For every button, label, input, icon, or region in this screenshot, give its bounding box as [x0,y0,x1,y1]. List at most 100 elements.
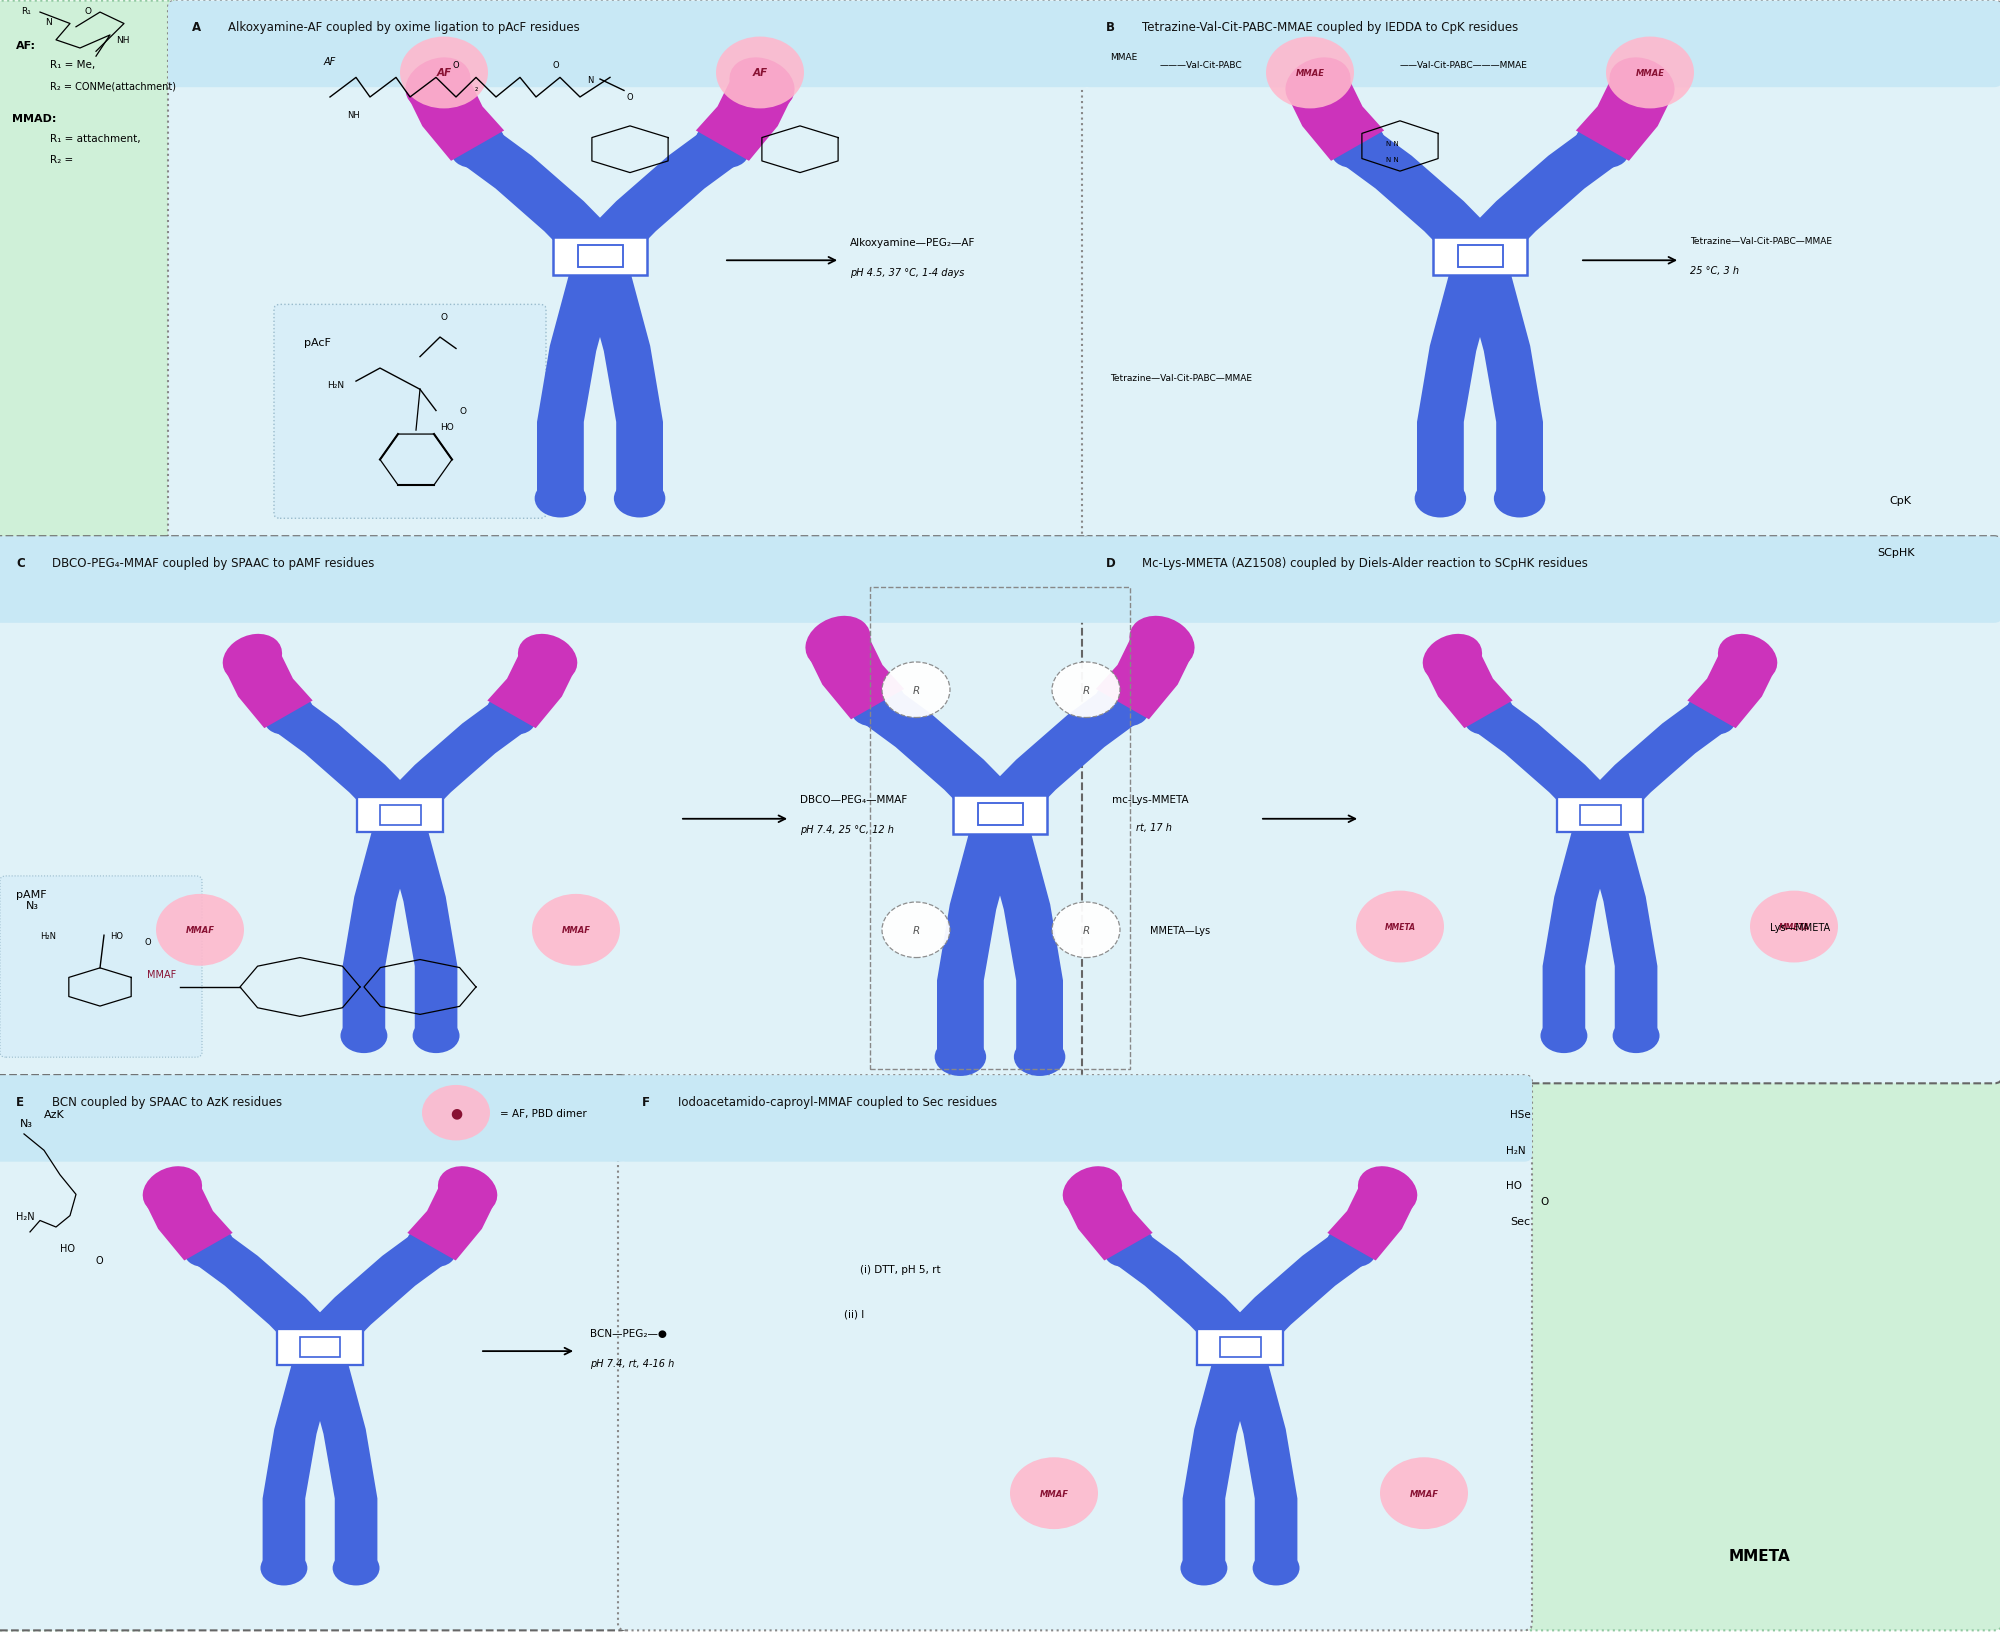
Text: HO: HO [440,423,454,432]
Text: DBCO—PEG₄—MMAF: DBCO—PEG₄—MMAF [800,795,908,805]
Ellipse shape [1540,1018,1588,1054]
Text: MMETA: MMETA [1778,922,1810,932]
Polygon shape [1576,78,1672,162]
Text: H₂N: H₂N [326,380,344,390]
Ellipse shape [1014,1038,1066,1077]
Polygon shape [300,1232,448,1358]
FancyBboxPatch shape [1082,537,2000,623]
Circle shape [422,1085,490,1141]
Text: H₂N: H₂N [1506,1146,1526,1155]
Text: = AF, PBD dimer: = AF, PBD dimer [500,1108,586,1118]
Text: pH 4.5, 37 °C, 1-4 days: pH 4.5, 37 °C, 1-4 days [850,268,964,277]
Text: MMAD:: MMAD: [12,114,56,124]
Text: SCpHK: SCpHK [1878,548,1914,558]
Ellipse shape [1686,695,1736,734]
Polygon shape [584,271,662,496]
Text: MMAE: MMAE [1636,69,1664,78]
Ellipse shape [980,796,1020,827]
Polygon shape [380,700,528,826]
Ellipse shape [1460,238,1500,269]
FancyBboxPatch shape [1558,798,1644,832]
Text: AF: AF [752,69,768,78]
FancyBboxPatch shape [1082,2,2000,88]
Text: E: E [16,1095,24,1108]
Text: pH 7.4, 25 °C, 12 h: pH 7.4, 25 °C, 12 h [800,824,894,834]
Text: MMETA: MMETA [1384,922,1416,932]
Ellipse shape [1582,798,1618,827]
Ellipse shape [222,635,282,682]
Ellipse shape [1062,1167,1122,1214]
Polygon shape [272,700,420,826]
Text: R: R [912,925,920,935]
Polygon shape [1226,1361,1298,1565]
Ellipse shape [1252,1550,1300,1586]
Text: Mc-Lys-MMETA (AZ1508) coupled by Diels-Alder reaction to SCpHK residues: Mc-Lys-MMETA (AZ1508) coupled by Diels-A… [1142,557,1588,570]
Text: HO: HO [60,1244,76,1253]
Text: Tetrazine—Val-Cit-PABC—MMAE: Tetrazine—Val-Cit-PABC—MMAE [1690,237,1832,246]
Text: AzK: AzK [44,1110,64,1120]
Ellipse shape [486,695,536,734]
Text: AF:: AF: [16,41,36,51]
Polygon shape [1586,829,1658,1033]
Ellipse shape [1464,695,1514,734]
Text: F: F [642,1095,650,1108]
Ellipse shape [302,1330,338,1359]
Text: HO: HO [110,932,124,940]
Polygon shape [408,1185,496,1262]
Text: R₂ =: R₂ = [50,155,74,165]
Polygon shape [144,1185,232,1262]
Text: C: C [16,557,24,570]
Polygon shape [1542,829,1614,1033]
Polygon shape [192,1232,340,1358]
Ellipse shape [1214,1353,1252,1377]
Polygon shape [1424,653,1512,730]
Text: O: O [1540,1196,1548,1206]
Ellipse shape [374,821,412,845]
FancyBboxPatch shape [1220,1337,1260,1358]
Polygon shape [1688,653,1776,730]
Ellipse shape [1222,1330,1258,1359]
Ellipse shape [1494,480,1546,519]
Polygon shape [984,829,1064,1054]
Polygon shape [1328,1185,1416,1262]
Ellipse shape [518,635,578,682]
Text: AF: AF [436,69,452,78]
FancyBboxPatch shape [1196,1330,1284,1364]
Text: BCN coupled by SPAAC to AzK residues: BCN coupled by SPAAC to AzK residues [52,1095,282,1108]
FancyBboxPatch shape [1522,1075,2000,1630]
Polygon shape [386,829,458,1033]
Polygon shape [224,653,312,730]
Ellipse shape [1718,635,1778,682]
Circle shape [156,894,244,966]
Text: rt, 17 h: rt, 17 h [1136,823,1172,832]
Polygon shape [1340,131,1502,268]
Text: 25 °C, 3 h: 25 °C, 3 h [1690,266,1740,276]
Ellipse shape [730,59,794,111]
Text: O: O [84,7,92,16]
Ellipse shape [696,124,750,168]
Ellipse shape [332,1550,380,1586]
Polygon shape [1182,1361,1254,1565]
Text: D: D [1106,557,1116,570]
Ellipse shape [406,1227,456,1266]
FancyBboxPatch shape [1580,805,1620,826]
Text: mc-Lys-MMETA: mc-Lys-MMETA [1112,795,1188,805]
Text: R₂ = CONMe(attachment): R₂ = CONMe(attachment) [50,82,176,91]
Ellipse shape [572,263,614,289]
Text: O: O [452,60,460,70]
Ellipse shape [1104,1227,1154,1266]
Circle shape [400,38,488,109]
Text: DBCO-PEG₄-MMAF coupled by SPAAC to pAMF residues: DBCO-PEG₄-MMAF coupled by SPAAC to pAMF … [52,557,374,570]
Text: Tetrazine—Val-Cit-PABC—MMAE: Tetrazine—Val-Cit-PABC—MMAE [1110,374,1252,384]
Text: O: O [626,93,634,103]
FancyBboxPatch shape [954,796,1048,834]
Text: MMAF: MMAF [1410,1488,1438,1498]
Polygon shape [1288,78,1384,162]
Polygon shape [696,78,792,162]
Ellipse shape [1460,238,1500,269]
Text: Alkoxyamine-AF coupled by oxime ligation to pAcF residues: Alkoxyamine-AF coupled by oxime ligation… [228,21,580,34]
Text: BCN—PEG₂—●: BCN—PEG₂—● [590,1328,666,1338]
FancyBboxPatch shape [978,805,1022,826]
Text: ₂: ₂ [474,83,478,93]
Text: NH: NH [348,111,360,121]
